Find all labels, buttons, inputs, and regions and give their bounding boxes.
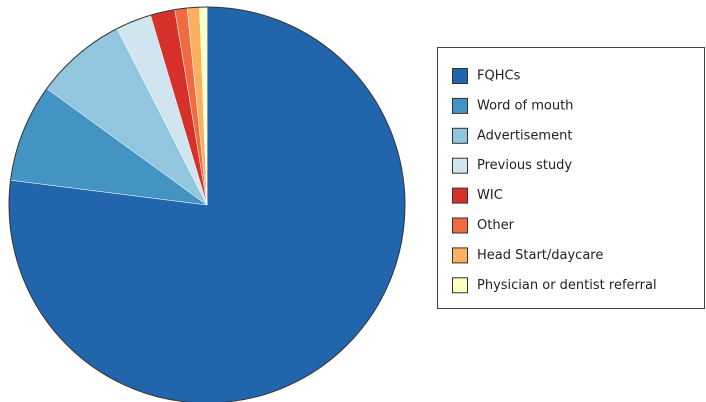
legend-label: WIC [477, 188, 503, 203]
legend-swatch [452, 247, 468, 264]
legend-label: Word of mouth [477, 98, 573, 113]
legend-swatch [452, 157, 468, 174]
legend-swatch [452, 217, 468, 234]
legend-swatch [452, 127, 468, 144]
legend-swatch [452, 187, 468, 204]
legend-label: FQHCs [477, 69, 521, 84]
legend-swatch [452, 68, 468, 84]
legend-label: Head Start/daycare [477, 248, 603, 263]
pie-outline [8, 6, 406, 402]
legend-label: Physician or dentist referral [477, 278, 657, 293]
legend-label: Advertisement [477, 128, 572, 143]
legend-box [437, 47, 705, 309]
legend-label: Other [477, 218, 515, 233]
legend-swatch [452, 277, 468, 294]
legend-label: Previous study [477, 158, 572, 173]
legend-swatch [452, 97, 468, 114]
